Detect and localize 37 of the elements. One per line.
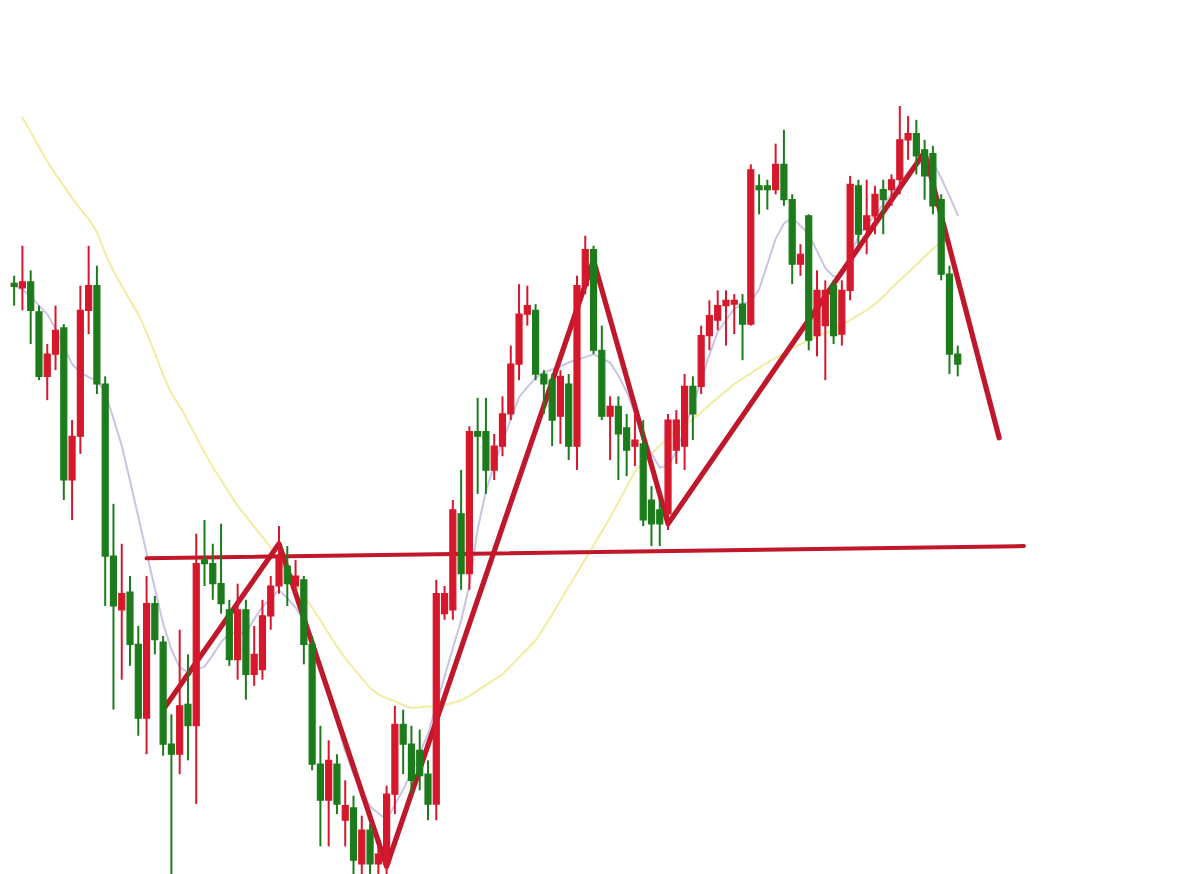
candlestick xyxy=(474,396,482,495)
candlestick xyxy=(325,739,333,848)
candlestick xyxy=(912,118,920,176)
candlestick xyxy=(821,279,829,382)
candlestick xyxy=(333,753,341,816)
candlestick xyxy=(755,173,763,216)
candlestick xyxy=(366,823,374,874)
candlestick xyxy=(548,373,556,448)
candlestick xyxy=(283,545,291,607)
candlestick xyxy=(482,396,490,495)
candlestick xyxy=(614,395,622,482)
candlestick xyxy=(763,178,771,211)
candlestick xyxy=(656,498,664,548)
candlestick xyxy=(863,178,871,256)
candlestick xyxy=(722,289,730,347)
candlestick xyxy=(606,395,614,462)
candlestick xyxy=(18,244,27,312)
candlestick xyxy=(689,375,697,442)
candlestick xyxy=(772,142,780,196)
candlestick xyxy=(623,412,631,478)
candlestick xyxy=(358,814,366,874)
candlestick xyxy=(10,274,18,307)
candlestick xyxy=(921,138,929,201)
candlestick xyxy=(200,518,209,587)
candlestick xyxy=(291,558,300,595)
candlestick xyxy=(631,412,639,468)
candlestick xyxy=(51,304,60,372)
candlestick xyxy=(407,724,416,796)
candlestick xyxy=(714,289,722,332)
candlestick xyxy=(738,293,747,362)
candlestick xyxy=(118,542,126,681)
candlestick xyxy=(341,779,349,848)
candlestick xyxy=(556,369,565,445)
candlestick xyxy=(879,178,887,236)
candlestick xyxy=(796,243,805,277)
candlestick xyxy=(184,653,192,762)
candlestick xyxy=(730,293,738,336)
